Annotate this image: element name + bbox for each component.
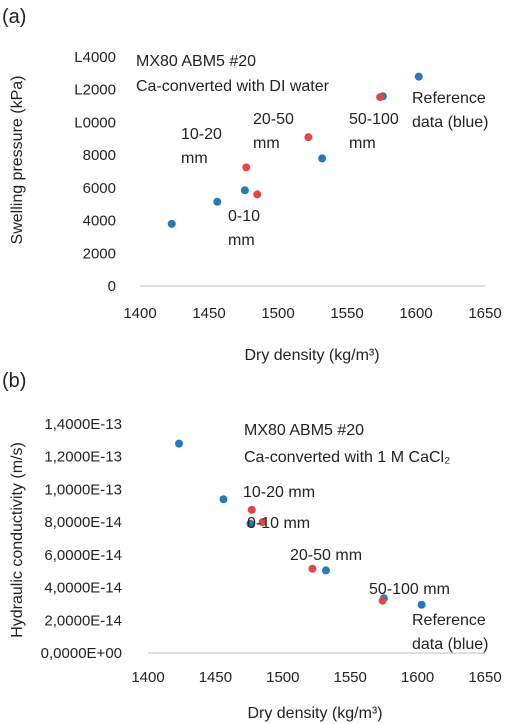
- annotation-reference-a-l1: Reference: [412, 90, 486, 107]
- annotation-0-10-a-l2: mm: [228, 232, 255, 249]
- annotation-50-100-b: 50-100 mm: [369, 581, 450, 598]
- y-tick-label-a: L0000: [74, 114, 116, 131]
- x-tick-label-b: 1650: [468, 669, 501, 686]
- red-data-point-b: [247, 505, 256, 514]
- annotation-10-20-b: 10-20 mm: [243, 484, 315, 501]
- y-tick-label-b: 2,0000E-14: [44, 612, 122, 629]
- y-tick-label-a: 8000: [83, 147, 116, 164]
- y-tick-label-a: 0: [108, 278, 116, 295]
- chart-title-b-line2: Ca-converted with 1 M CaCl₂: [244, 449, 450, 466]
- blue-data-point-a: [213, 197, 222, 206]
- x-axis-title-a: Dry density (kg/m³): [244, 347, 379, 364]
- y-tick-label-b: 0,0000E+00: [41, 645, 122, 662]
- y-tick-label-a: L4000: [74, 49, 116, 66]
- red-data-point-a: [376, 93, 385, 102]
- blue-data-point-b: [246, 519, 255, 528]
- blue-data-point-b: [175, 439, 184, 448]
- x-tick-label-a: 1600: [399, 305, 432, 322]
- y-tick-labels-a: 0 2000 4000 6000 8000 L0000 L2000 L4000: [74, 49, 116, 295]
- annotation-reference-b-l2: data (blue): [412, 636, 489, 653]
- y-tick-label-a: 4000: [83, 213, 116, 230]
- x-tick-label-b: 1600: [401, 669, 434, 686]
- blue-data-point-a: [167, 219, 176, 228]
- y-tick-label-a: 2000: [83, 245, 116, 262]
- annotation-50-100-a-l2: mm: [349, 135, 376, 152]
- panel-label-a: (a): [2, 6, 26, 28]
- y-tick-label-b: 1,2000E-13: [44, 449, 122, 466]
- blue-data-point-b: [417, 600, 426, 609]
- y-tick-label-b: 8,0000E-14: [44, 514, 122, 531]
- x-tick-label-b: 1550: [334, 669, 367, 686]
- blue-data-point-b: [321, 566, 330, 575]
- annotation-20-50-a-l1: 20-50: [253, 111, 294, 128]
- x-tick-label-a: 1450: [192, 305, 225, 322]
- x-tick-label-b: 1500: [266, 669, 299, 686]
- y-tick-label-b: 4,0000E-14: [44, 580, 122, 597]
- y-tick-label-b: 1,0000E-13: [44, 481, 122, 498]
- red-data-point-b: [378, 596, 387, 605]
- annotation-10-20-a-l2: mm: [181, 150, 208, 167]
- x-tick-labels-a: 1400 1450 1500 1550 1600 1650: [123, 305, 501, 322]
- annotation-0-10-b: 0-10 mm: [247, 515, 310, 532]
- chart-a: (a) 0 2000 4000 6000 8000 L0000 L2000 L4000 140…: [2, 6, 502, 364]
- chart-title-a-line2: Ca-converted with DI water: [136, 78, 330, 95]
- annotation-reference-a-l2: data (blue): [412, 114, 489, 131]
- x-tick-label-a: 1400: [123, 305, 156, 322]
- x-tick-label-a: 1500: [261, 305, 294, 322]
- annotation-50-100-a-l1: 50-100: [349, 111, 399, 128]
- y-axis-title-b: Hydraulic conductivity (m/s): [9, 442, 26, 638]
- blue-data-point-b: [219, 495, 228, 504]
- chart-title-a-line1: MX80 ABM5 #20: [136, 53, 256, 70]
- annotation-20-50-b: 20-50 mm: [290, 547, 362, 564]
- x-axis-title-b: Dry density (kg/m³): [247, 705, 382, 722]
- chart-b: (b) 0,0000E+00 2,0000E-14 4,0000E-14 6,0000…: [2, 370, 502, 722]
- x-tick-label-b: 1400: [131, 669, 164, 686]
- x-tick-label-a: 1550: [330, 305, 363, 322]
- x-tick-labels-b: 1400 1450 1500 1550 1600 1650: [131, 669, 501, 686]
- y-axis-title-a: Swelling pressure (kPa): [9, 76, 26, 245]
- annotation-0-10-a-l1: 0-10: [228, 208, 260, 225]
- red-data-point-b: [308, 564, 317, 573]
- blue-data-point-a: [240, 186, 249, 195]
- red-data-point-a: [253, 190, 262, 199]
- annotation-reference-b-l1: Reference: [412, 612, 486, 629]
- annotation-20-50-a-l2: mm: [253, 135, 280, 152]
- red-data-point-b: [258, 518, 267, 527]
- y-tick-labels-b: 0,0000E+00 2,0000E-14 4,0000E-14 6,0000E-14…: [41, 416, 122, 662]
- y-tick-label-a: 6000: [83, 180, 116, 197]
- red-data-point-a: [242, 163, 251, 172]
- data-points-b: [175, 439, 426, 609]
- panel-label-b: (b): [2, 370, 26, 392]
- x-tick-label-b: 1450: [199, 669, 232, 686]
- red-data-point-a: [304, 133, 313, 142]
- blue-data-point-a: [318, 154, 327, 163]
- y-tick-label-a: L2000: [74, 82, 116, 99]
- x-tick-label-a: 1650: [468, 305, 501, 322]
- chart-title-b-line1: MX80 ABM5 #20: [244, 422, 364, 439]
- y-tick-label-b: 1,4000E-13: [44, 416, 122, 433]
- y-tick-label-b: 6,0000E-14: [44, 547, 122, 564]
- annotation-10-20-a-l1: 10-20: [181, 126, 222, 143]
- blue-data-point-a: [414, 72, 423, 81]
- data-points-a: [167, 72, 423, 228]
